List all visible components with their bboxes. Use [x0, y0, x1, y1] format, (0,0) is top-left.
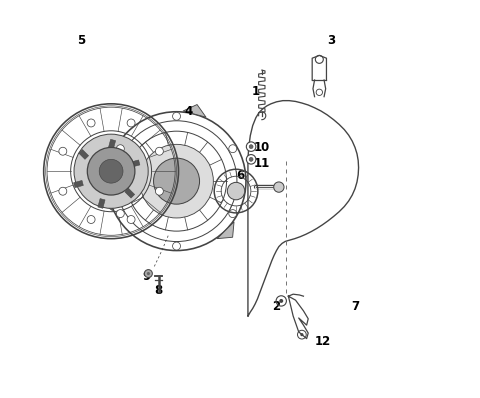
Circle shape: [154, 158, 200, 204]
Text: 5: 5: [77, 34, 85, 47]
Circle shape: [279, 299, 283, 303]
Circle shape: [74, 134, 148, 208]
Text: 10: 10: [254, 141, 270, 154]
Text: 9: 9: [143, 270, 151, 283]
Text: 7: 7: [351, 300, 359, 312]
Bar: [73, 180, 84, 188]
Circle shape: [249, 144, 253, 148]
Circle shape: [228, 182, 245, 200]
Text: 8: 8: [155, 284, 163, 297]
Circle shape: [246, 154, 256, 164]
Circle shape: [116, 210, 124, 218]
Circle shape: [127, 216, 135, 224]
Circle shape: [87, 119, 95, 127]
Bar: [108, 139, 116, 149]
Circle shape: [156, 187, 163, 195]
Circle shape: [173, 242, 180, 250]
Circle shape: [300, 333, 303, 336]
Circle shape: [116, 145, 124, 153]
Circle shape: [87, 216, 95, 224]
Circle shape: [249, 157, 253, 161]
Text: 3: 3: [327, 34, 336, 47]
Text: 4: 4: [184, 105, 192, 118]
Circle shape: [127, 119, 135, 127]
Circle shape: [140, 144, 213, 218]
Text: 11: 11: [254, 157, 270, 170]
Text: 12: 12: [315, 335, 331, 348]
Circle shape: [156, 147, 163, 155]
Circle shape: [59, 147, 67, 155]
Circle shape: [246, 142, 256, 151]
Bar: [125, 188, 135, 198]
Bar: [98, 199, 105, 208]
Circle shape: [229, 210, 237, 218]
Circle shape: [173, 112, 180, 120]
Bar: [79, 150, 89, 159]
Polygon shape: [183, 105, 206, 117]
Circle shape: [147, 272, 150, 275]
Text: 1: 1: [252, 86, 260, 98]
Circle shape: [229, 145, 237, 153]
Circle shape: [99, 159, 123, 183]
Text: 2: 2: [272, 300, 280, 312]
Circle shape: [274, 182, 284, 192]
Circle shape: [59, 187, 67, 195]
Text: 6: 6: [236, 169, 244, 182]
Polygon shape: [100, 187, 113, 211]
Bar: [130, 160, 140, 167]
Polygon shape: [217, 222, 234, 239]
Circle shape: [87, 147, 135, 195]
Circle shape: [144, 269, 152, 277]
